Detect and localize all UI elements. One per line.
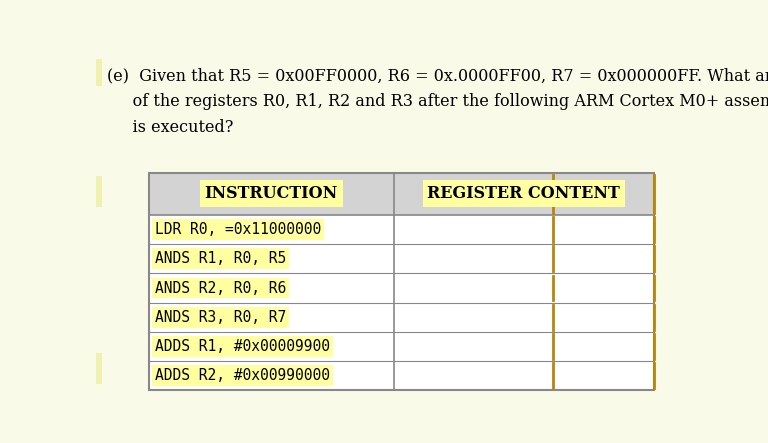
FancyBboxPatch shape [149,332,654,361]
Text: ANDS R1, R0, R5: ANDS R1, R0, R5 [155,251,286,266]
FancyBboxPatch shape [96,176,102,207]
FancyBboxPatch shape [96,59,102,86]
Text: of the registers R0, R1, R2 and R3 after the following ARM Cortex M0+ assembly p: of the registers R0, R1, R2 and R3 after… [107,93,768,110]
FancyBboxPatch shape [149,361,654,390]
FancyBboxPatch shape [149,215,654,244]
FancyBboxPatch shape [149,172,654,215]
FancyBboxPatch shape [149,244,654,273]
Text: LDR R0, =0x11000000: LDR R0, =0x11000000 [155,222,321,237]
Text: ADDS R2, #0x00990000: ADDS R2, #0x00990000 [155,368,330,383]
Text: INSTRUCTION: INSTRUCTION [204,185,338,202]
Text: ADDS R1, #0x00009900: ADDS R1, #0x00009900 [155,339,330,354]
FancyBboxPatch shape [96,354,102,384]
FancyBboxPatch shape [149,273,654,303]
Text: REGISTER CONTENT: REGISTER CONTENT [428,185,621,202]
FancyBboxPatch shape [149,303,654,332]
Text: (e)  Given that R5 = 0x00FF0000, R6 = 0x.0000FF00, R7 = 0x000000FF. What are the: (e) Given that R5 = 0x00FF0000, R6 = 0x.… [107,67,768,84]
Text: ANDS R2, R0, R6: ANDS R2, R0, R6 [155,280,286,295]
Text: is executed?: is executed? [107,119,233,136]
Text: ANDS R3, R0, R7: ANDS R3, R0, R7 [155,310,286,325]
